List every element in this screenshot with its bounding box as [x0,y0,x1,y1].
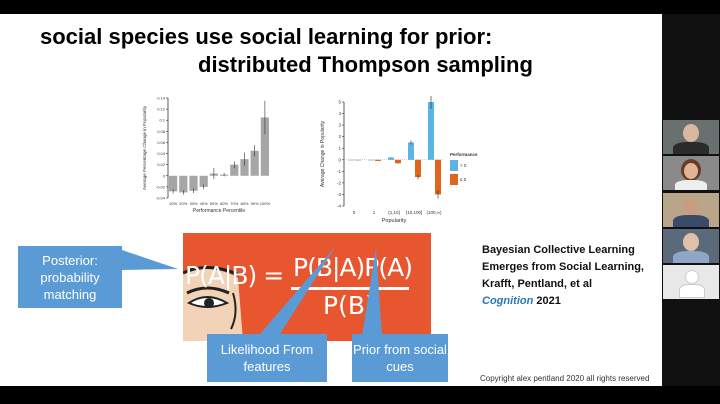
bar [408,142,414,160]
reference-year: 2021 [536,295,561,307]
bar [230,164,239,176]
y-tick-label: 0.1 [159,118,165,123]
x-tick-label: 1 [373,210,376,215]
y-tick-label: 0 [338,157,341,162]
y-tick-label: 2 [338,134,341,139]
presentation-slide: social species use social learning for p… [0,14,662,386]
y-tick-label: -1 [337,169,341,174]
y-tick-label: 0.14 [157,96,166,101]
participant-panel [662,14,720,386]
x-tick-label: 0 [353,210,356,215]
bar [435,159,441,195]
bar [348,159,354,161]
x-tick-label: 70% [230,201,238,206]
legend-title: Performance [450,152,478,157]
face-illustration [183,266,243,341]
likelihood-callout: Likelihood From features [207,334,327,382]
bar [179,175,188,193]
y-tick-label: 0.12 [157,107,166,112]
bayes-formula-panel: P(A|B) = P(B|A)P(A) P(B) [183,233,431,341]
bar [388,157,394,160]
y-tick-label: 4 [338,111,341,116]
slide-title-line1: social species use social learning for p… [40,24,493,49]
bar [395,159,401,164]
x-tick-label: 50% [210,201,218,206]
x-tick-label: 30% [189,201,197,206]
x-tick-label: (100,∞) [427,210,442,215]
prior-callout: Prior from social cues [352,334,448,382]
legend-swatch [450,160,458,171]
bar [375,159,381,161]
x-axis-label: Performance Percentile [193,208,245,214]
bar [199,175,208,187]
slide-title-line2: distributed Thompson sampling [198,52,533,77]
bar [250,150,259,176]
x-tick-label: 100% [260,201,271,206]
y-tick-label: 0.06 [157,140,166,145]
participant-video-tile[interactable] [663,120,719,154]
x-tick-label: 60% [220,201,228,206]
y-tick-label: 5 [338,100,341,105]
x-tick-label: (10,100] [406,210,423,215]
avatar-icon [685,270,699,284]
y-tick-label: -0.02 [156,184,166,189]
y-tick-label: -2 [337,180,341,185]
posterior-callout: Posterior: probability matching [18,246,122,308]
participant-video-tile[interactable] [663,229,719,263]
bar [260,117,269,176]
y-tick-label: 1 [338,146,341,151]
y-tick-label: -4 [337,204,341,209]
reference-journal: Cognition [482,295,534,307]
popularity-change-chart: -4 -3 -2 -1 0 1 2 3 4 5 0 1 (1,10] (10,100] (100,∞) Pop… [320,96,478,224]
y-tick-label: 3 [338,123,341,128]
reference-citation: Bayesian Collective Learning Emerges fro… [482,242,644,310]
y-tick-label: -0.04 [156,196,166,201]
x-tick-label: 90% [251,201,259,206]
fraction-bar [291,287,409,290]
bar [189,175,198,191]
reference-line3: Krafft, Pentland, et al [482,278,593,290]
bar [240,159,249,176]
reference-line2: Emerges from Social Learning, [482,261,644,273]
x-tick-label: 40% [200,201,208,206]
formula-left: P(A|B) = [185,261,284,290]
participant-video-tile[interactable] [663,156,719,190]
bar [169,175,178,192]
bar [415,159,421,178]
performance-percentile-chart: -0.04 -0.02 0 0.02 0.04 0.06 0.08 0.1 0.12 0.14 10… [142,96,271,215]
y-axis-label: Average Percentage Change in Popularity [142,105,147,190]
legend-label: > 0 [460,163,467,168]
y-tick-label: 0 [163,173,166,178]
x-tick-label: (1,10] [388,210,400,215]
y-tick-label: -3 [337,192,341,197]
legend-swatch [450,174,458,185]
bar [428,102,434,160]
y-tick-label: 0.02 [157,162,166,167]
y-tick-label: 0.04 [157,151,166,156]
x-axis-label: Popularity [382,218,407,224]
participant-video-tile[interactable] [663,193,719,227]
callout-pointers [122,246,382,336]
y-axis-label: Average Change in Popularity [320,120,326,187]
bar [355,159,361,161]
reference-line1: Bayesian Collective Learning [482,244,635,256]
x-tick-label: 20% [179,201,187,206]
legend-label: ≤ 0 [460,177,467,182]
copyright-notice: Copyright alex pentland 2020 all rights … [480,374,650,383]
x-tick-label: 80% [240,201,248,206]
y-tick-label: 0.08 [157,129,166,134]
participant-avatar-tile[interactable] [663,265,719,299]
bar [368,159,374,161]
x-tick-label: 10% [169,201,177,206]
